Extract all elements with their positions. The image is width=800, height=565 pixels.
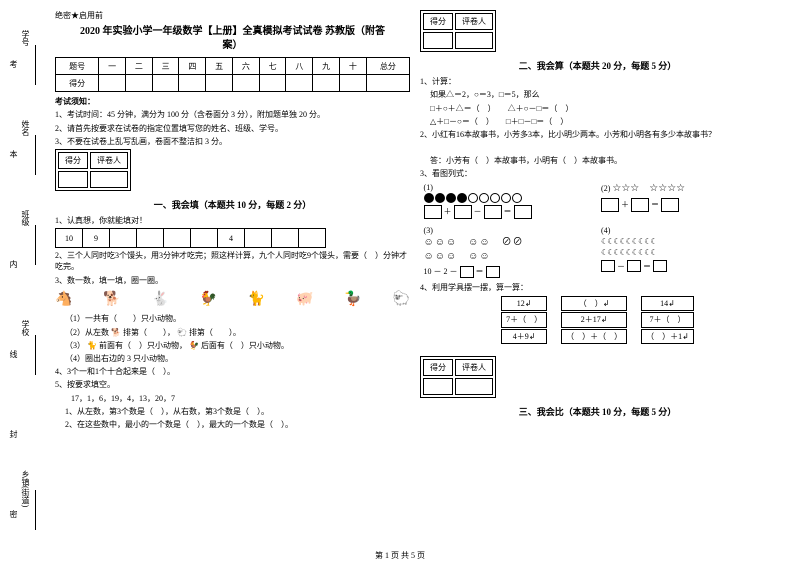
notice-title: 考试须知： (55, 96, 410, 107)
stars-icon: ☆☆☆ ☆☆☆☆ (612, 183, 685, 194)
dots-icon (424, 193, 594, 203)
table-row: 得分 (56, 75, 410, 92)
animals-row: 🐴 🐕 🐇 🐓 🐈 🐖 🦆 🐑 (55, 290, 410, 310)
animal-icon: 🐈 (87, 341, 97, 350)
animal-icon: 🐓 (189, 341, 199, 350)
moons-icon: ☾☾☾☾☾☾☾☾☾ (601, 247, 771, 258)
animal-icon: 🐴 (55, 290, 72, 310)
label-name: 姓名 (20, 120, 31, 136)
animal-icon: 🐓 (200, 290, 217, 310)
animal-icon: 🐈 (248, 290, 265, 310)
left-column: 绝密★启用前 2020 年实验小学一年级数学【上册】全真模拟考试试卷 苏教版（附… (50, 0, 415, 565)
moons-icon: ☾☾☾☾☾☾☾☾☾ (601, 236, 771, 247)
animal-icon: 🐇 (151, 290, 168, 310)
s2q3: 3、看图列式： (420, 168, 775, 179)
label-class: 班级 (20, 210, 31, 226)
section1-title: 一、我会填（本题共 10 分，每题 2 分） (55, 199, 410, 212)
faces-icon: ☺☺☺ ☺☺ ⊘⊘ (424, 236, 594, 250)
sub4: （4）圈出右边的 3 只小动物。 (55, 353, 410, 364)
notice-item: 2、请首先按要求在试卷的指定位置填写您的姓名、班级、学号。 (55, 123, 410, 134)
notice-item: 3、不要在试卷上乱写乱画，卷面不整洁扣 3 分。 (55, 136, 410, 147)
secret-label: 绝密★启用前 (55, 10, 410, 21)
right-column: 得分评卷人 二、我会算（本题共 20 分，每题 5 分） 1、计算： 如果△＝2… (415, 0, 780, 565)
s2q4: 4、利用学具摆一摆，算一算： (420, 282, 775, 293)
label-school: 学校 (20, 320, 31, 336)
q5a: 1、从左数，第3个数是（ ），从右数，第3个数是（ ）。 (55, 406, 410, 417)
tool-row: 12↲ 7＋（ ） 4＋9↲ （ ）↲ 2＋17↲ （ ）＋（ ） 14↲ 7＋… (420, 295, 775, 345)
fill-sequence-table: 10 9 4 (55, 228, 326, 248)
notice-item: 1、考试时间：45 分钟，满分为 100 分（含卷面分 3 分），附加题单独 2… (55, 109, 410, 120)
grader-box: 得分评卷人 (55, 149, 131, 191)
q2-text: 2、三个人同时吃3个馒头，用3分钟才吃完；照这样计算，九个人同时吃9个馒头，需要… (55, 250, 410, 272)
animal-icon: 🐕 (111, 328, 121, 337)
pic-calc-row2: (3) ☺☺☺ ☺☺ ⊘⊘ ☺☺☺ ☺☺ 10 － 2 －＝ (4) ☾☾☾☾☾… (420, 225, 775, 280)
sub3: （3） 🐈 前面有（ ）只小动物， 🐓 后面有（ ）只小动物。 (55, 340, 410, 351)
section2-title: 二、我会算（本题共 20 分，每题 5 分） (420, 60, 775, 73)
animal-icon: 🐖 (296, 290, 313, 310)
s2q2-ans: 答：小芳有（ ）本故事书，小明有（ ）本故事书。 (420, 155, 775, 166)
sub1: （1）一共有（ ）只小动物。 (55, 313, 410, 324)
sub2: （2）从左数 🐕 排第（ ）， 🐑 排第（ ）。 (55, 327, 410, 338)
faces-icon: ☺☺☺ ☺☺ (424, 250, 594, 264)
score-table: 题号 一 二 三 四 五 六 七 八 九 十 总分 得分 (55, 57, 410, 92)
pic-calc-row1: (1) ＋－＝ (2) ☆☆☆ ☆☆☆☆ ＋＝ (420, 182, 775, 221)
binding-sidebar: 学号 姓名 班级 学校 乡镇(街道) 考 本 内 线 封 密 (0, 0, 50, 565)
animal-icon: 🐕 (103, 290, 120, 310)
q5-nums: 17，1，6，19，4，13，20，7 (55, 393, 410, 404)
section3-title: 三、我会比（本题共 10 分，每题 5 分） (420, 406, 775, 419)
q3-text: 3、数一数，填一填，圈一圈。 (55, 275, 410, 286)
animal-icon: 🐑 (177, 328, 187, 337)
s2q2: 2、小红有16本故事书，小芳多3本，比小明少两本。小芳和小明各有多少本故事书？ (420, 129, 775, 140)
animal-icon: 🐑 (393, 290, 410, 310)
table-row: 题号 一 二 三 四 五 六 七 八 九 十 总分 (56, 58, 410, 75)
q5b: 2、在这些数中，最小的一个数是（ ），最大的一个数是（ ）。 (55, 419, 410, 430)
q5-text: 5、按要求填空。 (55, 379, 410, 390)
exam-title: 2020 年实验小学一年级数学【上册】全真模拟考试试卷 苏教版（附答 案） (55, 25, 410, 53)
q1-text: 1、认真想，你就能填对！ (55, 215, 410, 226)
label-studentid: 学号 (20, 30, 31, 46)
grader-box: 得分评卷人 (420, 356, 496, 398)
label-town: 乡镇(街道) (20, 470, 31, 507)
grader-box: 得分评卷人 (420, 10, 496, 52)
animal-icon: 🦆 (344, 290, 361, 310)
q4-text: 4、3个一和1个十合起来是（ ）。 (55, 366, 410, 377)
page-footer: 第 1 页 共 5 页 (0, 550, 800, 561)
s2q1: 1、计算： (420, 76, 775, 87)
